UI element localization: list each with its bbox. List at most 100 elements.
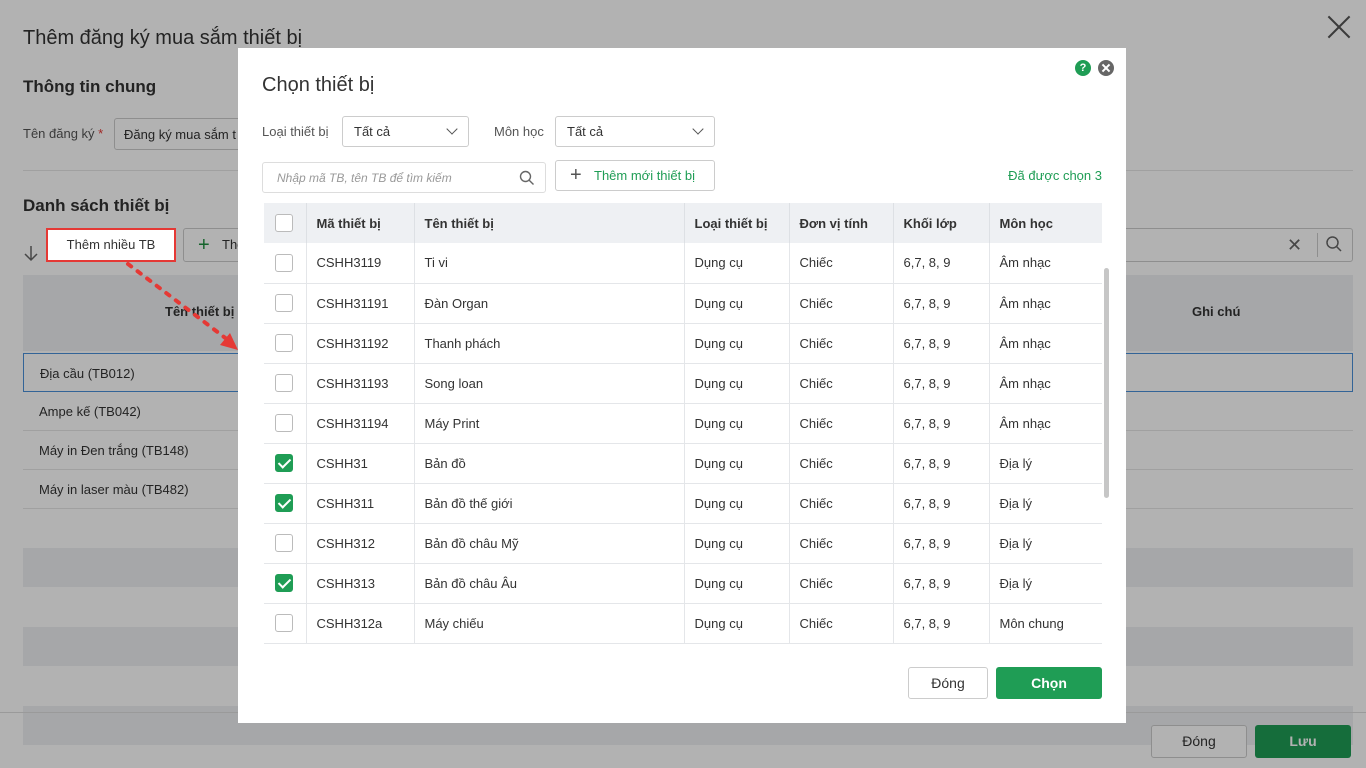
cell-subject: Địa lý [989,443,1102,484]
row-checkbox-cell [264,603,307,644]
cell-type: Dụng cụ [684,403,790,444]
col-subject[interactable]: Môn học [989,203,1102,243]
cell-name: Thanh phách [414,323,685,364]
search-input[interactable]: Nhập mã TB, tên TB để tìm kiếm [262,162,546,193]
cell-unit: Chiếc [789,243,894,284]
table-row[interactable]: CSHH31 Bản đồ Dụng cụ Chiếc 6,7, 8, 9 Địa lý [264,443,1102,484]
bg-search-input[interactable]: ✕ [1120,228,1353,262]
cell-unit: Chiếc [789,483,894,524]
cell-grade: 6,7, 8, 9 [893,283,990,324]
cell-subject: Địa lý [989,523,1102,564]
cell-name: Máy chiếu [414,603,685,644]
page-title: Thêm đăng ký mua sắm thiết bị [23,27,303,49]
sort-icon[interactable] [22,244,40,262]
cell-code: CSHH31194 [306,403,415,444]
col-type[interactable]: Loại thiết bị [684,203,790,243]
table-row[interactable]: CSHH31192 Thanh phách Dụng cụ Chiếc 6,7, 8, … [264,323,1102,364]
cell-subject: Âm nhạc [989,403,1102,444]
close-button[interactable]: Đóng [908,667,988,699]
cell-code: CSHH31 [306,443,415,484]
chevron-down-icon [692,123,704,135]
cell-grade: 6,7, 8, 9 [893,323,990,364]
cell-grade: 6,7, 8, 9 [893,243,990,284]
device-list-title: Danh sách thiết bị [23,196,170,215]
cell-name: Bản đồ thế giới [414,483,685,524]
row-checkbox-cell [264,403,307,444]
cell-subject: Địa lý [989,563,1102,604]
col-code[interactable]: Mã thiết bị [306,203,415,243]
general-section-title: Thông tin chung [23,77,157,96]
row-checkbox[interactable] [275,294,293,312]
row-checkbox-cell [264,363,307,404]
col-name[interactable]: Tên thiết bị [414,203,685,243]
cell-name: Bản đồ châu Mỹ [414,523,685,564]
cell-grade: 6,7, 8, 9 [893,603,990,644]
dialog-title: Chọn thiết bị [262,74,375,96]
close-button[interactable]: Đóng [1151,725,1247,758]
scrollbar[interactable] [1104,268,1109,498]
row-checkbox[interactable] [275,614,293,632]
add-new-device-button[interactable]: + Thêm mới thiết bị [555,160,715,191]
row-checkbox-cell [264,483,307,524]
row-checkbox[interactable] [275,494,293,512]
cell-code: CSHH3119 [306,243,415,284]
cell-unit: Chiếc [789,603,894,644]
device-table: Mã thiết bị Tên thiết bị Loại thiết bị Đ… [264,203,1102,644]
cell-code: CSHH31193 [306,363,415,404]
save-button[interactable]: Lưu [1255,725,1351,758]
device-type-value: Tất cả [354,124,391,139]
cell-code: CSHH312 [306,523,415,564]
cell-code: CSHH31192 [306,323,415,364]
cell-type: Dụng cụ [684,603,790,644]
cell-subject: Địa lý [989,483,1102,524]
row-checkbox[interactable] [275,534,293,552]
close-icon[interactable] [1098,60,1114,76]
clear-icon[interactable]: ✕ [1287,235,1303,255]
subject-select[interactable]: Tất cả [555,116,715,147]
row-checkbox[interactable] [275,414,293,432]
table-row[interactable]: CSHH312 Bản đồ châu Mỹ Dụng cụ Chiếc 6,7, 8,… [264,523,1102,564]
row-checkbox[interactable] [275,253,293,272]
select-all-cell [264,203,307,243]
cell-type: Dụng cụ [684,443,790,484]
row-checkbox[interactable] [275,454,293,472]
row-checkbox[interactable] [275,374,293,392]
select-device-dialog: Chọn thiết bị ? Loại thiết bị Tất cả Môn… [238,48,1126,723]
cell-unit: Chiếc [789,443,894,484]
device-type-select[interactable]: Tất cả [342,116,469,147]
row-checkbox-cell [264,283,307,324]
cell-subject: Âm nhạc [989,243,1102,284]
table-row[interactable]: CSHH312a Máy chiếu Dụng cụ Chiếc 6,7, 8, 9 Mô… [264,603,1102,644]
cell-name: Song loan [414,363,685,404]
choose-button[interactable]: Chọn [996,667,1102,699]
col-unit[interactable]: Đơn vị tính [789,203,894,243]
row-checkbox[interactable] [275,574,293,592]
cell-grade: 6,7, 8, 9 [893,403,990,444]
search-placeholder: Nhập mã TB, tên TB để tìm kiếm [277,171,452,185]
cell-grade: 6,7, 8, 9 [893,563,990,604]
cell-name: Đàn Organ [414,283,685,324]
table-row[interactable]: CSHH311 Bản đồ thế giới Dụng cụ Chiếc 6,7, 8… [264,483,1102,524]
required-mark: * [98,126,104,141]
col-grade[interactable]: Khối lớp [893,203,990,243]
help-icon[interactable]: ? [1075,60,1091,76]
subject-value: Tất cả [567,124,604,139]
search-icon[interactable] [1325,235,1343,256]
col-device-name: Tên thiết bị [165,304,235,319]
selected-count: Đã được chọn 3 [1008,168,1102,183]
cell-grade: 6,7, 8, 9 [893,483,990,524]
add-new-device-label: Thêm mới thiết bị [594,168,695,183]
row-checkbox[interactable] [275,334,293,352]
device-type-label: Loại thiết bị [262,124,329,139]
subject-label: Môn học [494,124,544,139]
table-row[interactable]: CSHH313 Bản đồ châu Âu Dụng cụ Chiếc 6,7, 8,… [264,563,1102,604]
select-all-checkbox[interactable] [275,214,293,232]
table-row[interactable]: CSHH3119 Ti vi Dụng cụ Chiếc 6,7, 8, 9 Âm nhạ… [264,243,1102,284]
cell-subject: Âm nhạc [989,323,1102,364]
search-icon[interactable] [519,170,535,189]
add-multiple-button-highlight[interactable]: Thêm nhiều TB [46,228,176,262]
row-checkbox-cell [264,243,307,284]
